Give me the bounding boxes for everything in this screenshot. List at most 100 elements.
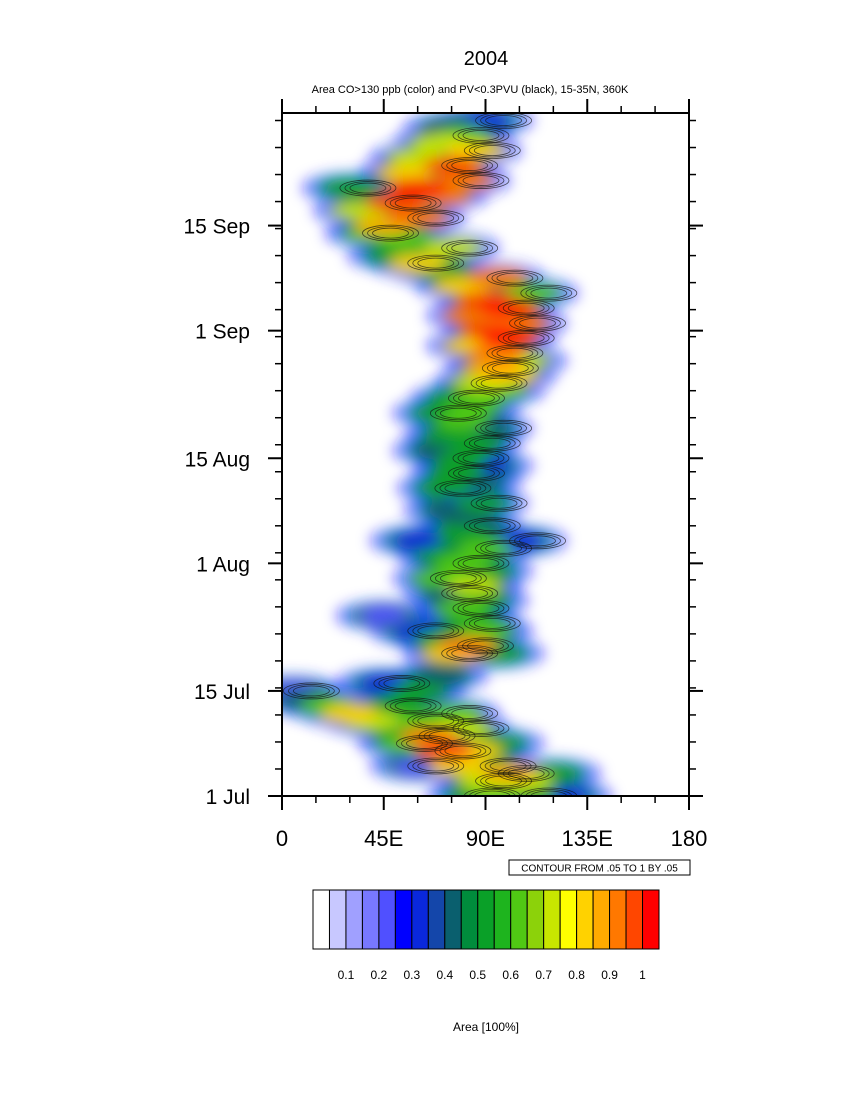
contour-ring <box>462 557 500 569</box>
chart-subtitle: Area CO>130 ppb (color) and PV<0.3PVU (b… <box>312 84 629 96</box>
contour-ring <box>434 406 482 421</box>
contour-ring <box>378 676 426 691</box>
contour-ring <box>372 227 409 239</box>
y-tick-label: 1 Jul <box>206 786 250 809</box>
contour-ring <box>417 625 455 637</box>
x-tick-label: 45E <box>364 826 403 851</box>
contour-ring <box>473 790 511 796</box>
contour-ring <box>451 708 489 719</box>
contour-ring <box>417 212 455 224</box>
y-tick-label: 1 Aug <box>196 553 250 576</box>
contour-ring <box>444 745 482 757</box>
contour-ring <box>448 464 505 482</box>
contour-ring <box>473 145 511 156</box>
contour-ring <box>458 467 495 479</box>
contour-ring <box>287 684 335 698</box>
contour-ring <box>468 518 516 533</box>
contour-ring <box>520 284 578 302</box>
x-axis: 0 45E 90E 135E 180 <box>276 99 707 851</box>
contour-ring <box>457 637 514 655</box>
colorbar-swatch <box>427 889 446 950</box>
contour-ring <box>407 757 465 775</box>
y-axis: 1 Jul 15 Jul 1 Aug 15 Aug 1 Sep 15 Sep <box>183 119 703 809</box>
y-tick-label: 15 Jul <box>194 681 250 704</box>
colorbar-label: 0.3 <box>404 968 421 982</box>
y-tick-label: 15 Aug <box>185 448 250 471</box>
contour-ring <box>473 437 511 449</box>
colorbar-swatch <box>328 889 347 950</box>
contour-ring <box>439 572 477 584</box>
contour-ring <box>509 532 566 550</box>
contour-ring <box>525 286 573 301</box>
contour-ring <box>444 482 482 494</box>
colorbar-swatch <box>576 889 594 950</box>
contour-ring <box>507 332 545 344</box>
contour-ring <box>468 143 516 158</box>
x-tick-label: 90E <box>466 826 505 851</box>
contour-ring <box>484 759 532 773</box>
contour-ring <box>462 602 500 614</box>
contour-ring <box>453 466 500 481</box>
colorbar-swatch <box>526 889 545 950</box>
heat-cell <box>436 524 489 543</box>
colorbar-swatch <box>510 889 528 950</box>
contour-ring <box>451 160 489 171</box>
contour-layer <box>282 113 578 796</box>
heat-cell <box>447 396 501 415</box>
contour-ring <box>407 254 465 272</box>
heat-cell <box>387 179 448 198</box>
contour-ring <box>412 759 460 773</box>
contour-ring <box>462 452 500 464</box>
colorbar-labels: 0.1 0.2 0.3 0.4 0.5 0.6 0.7 0.8 0.9 1 <box>338 968 647 982</box>
contour-ring <box>486 361 534 376</box>
contour-ring <box>462 638 509 653</box>
contour-ring <box>491 346 539 361</box>
contour-ring <box>446 241 494 255</box>
contour-ring <box>407 622 465 640</box>
contour-ring <box>475 496 523 511</box>
contour-ring <box>470 494 528 512</box>
contour-ring <box>448 389 505 407</box>
contour-ring <box>489 760 527 772</box>
contour-ring <box>519 317 556 329</box>
colorbar-swatch <box>625 889 644 950</box>
contour-ring <box>439 744 487 758</box>
colorbar-swatch <box>559 889 578 950</box>
contour-ring <box>367 226 414 240</box>
y-tick-label: 1 Sep <box>195 321 250 344</box>
contour-ring <box>344 181 392 195</box>
contour-ring <box>502 301 550 316</box>
colorbar-swatch <box>312 889 330 950</box>
colorbar-label: 0.4 <box>436 968 453 982</box>
contour-ring <box>394 700 432 712</box>
colorbar-swatch <box>378 889 396 950</box>
contour-ring <box>428 730 466 742</box>
contour-ring <box>525 789 573 796</box>
contour-ring <box>480 113 527 128</box>
x-tick-label: 135E <box>562 826 613 851</box>
contour-ring <box>507 302 545 314</box>
contour-ring <box>282 682 340 700</box>
contour-ring <box>434 571 482 586</box>
contour-ring <box>412 211 460 225</box>
contour-ring <box>389 196 437 210</box>
contour-ring <box>439 481 487 496</box>
colorbar-swatch <box>493 889 512 950</box>
y-tick-label: 15 Sep <box>183 216 250 239</box>
contour-ring <box>519 535 556 547</box>
contour-ring <box>407 209 465 227</box>
contour-ring <box>339 179 397 197</box>
contour-ring <box>463 517 521 535</box>
contour-ring <box>457 128 505 143</box>
x-tick-label: 180 <box>671 826 708 851</box>
heat-cell <box>391 681 444 700</box>
colorbar-label: 1 <box>639 968 646 982</box>
contour-ring <box>452 554 510 572</box>
contour-ring <box>292 685 330 697</box>
contour-ring <box>530 287 568 299</box>
contour-ring <box>480 497 518 509</box>
contour-ring <box>417 760 455 772</box>
contour-ring <box>497 299 555 317</box>
